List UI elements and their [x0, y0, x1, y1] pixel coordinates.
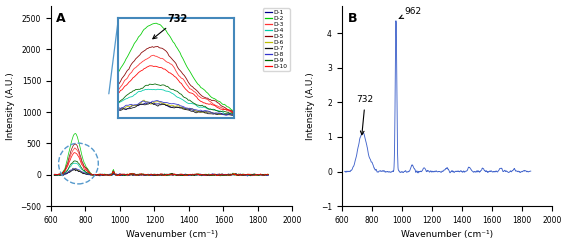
Text: B: B: [348, 12, 357, 24]
Y-axis label: Intensity (A.U.): Intensity (A.U.): [306, 72, 315, 140]
Text: 962: 962: [399, 7, 422, 19]
Text: A: A: [56, 12, 65, 24]
Text: 732: 732: [357, 95, 374, 135]
Y-axis label: Intensity (A.U.): Intensity (A.U.): [6, 72, 15, 140]
Legend: D-1, D-2, D-3, D-4, D-5, D-6, D-7, D-8, D-9, D-10: D-1, D-2, D-3, D-4, D-5, D-6, D-7, D-8, …: [263, 9, 290, 71]
X-axis label: Wavenumber (cm⁻¹): Wavenumber (cm⁻¹): [125, 231, 218, 239]
X-axis label: Wavenumber (cm⁻¹): Wavenumber (cm⁻¹): [401, 231, 493, 239]
